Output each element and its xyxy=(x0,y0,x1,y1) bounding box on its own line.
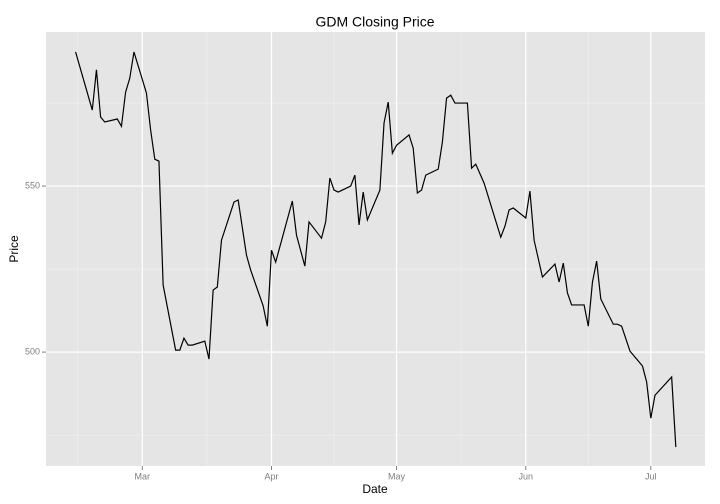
y-tick-label: 500 xyxy=(25,346,40,356)
x-tick-label: May xyxy=(388,471,406,481)
x-tick-label: Apr xyxy=(264,471,278,481)
x-axis-title: Date xyxy=(362,482,388,496)
y-axis-title: Price xyxy=(7,235,21,263)
chart-title: GDM Closing Price xyxy=(315,14,434,30)
x-tick-label: Mar xyxy=(135,471,151,481)
price-line xyxy=(75,51,677,448)
plot-panel xyxy=(46,32,705,466)
x-tick-label: Jul xyxy=(645,471,657,481)
y-tick-label: 550 xyxy=(25,180,40,190)
x-tick-label: Jun xyxy=(519,471,534,481)
